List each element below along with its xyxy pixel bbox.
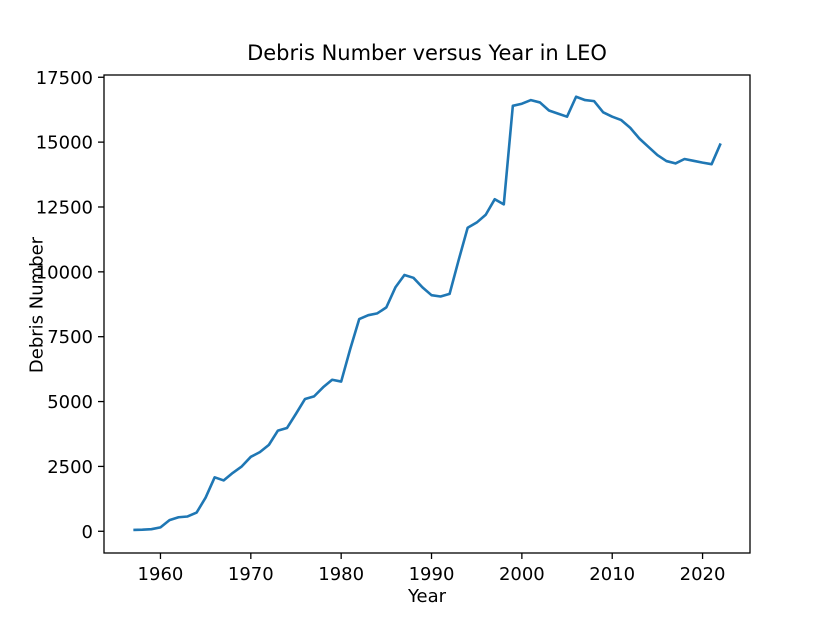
x-tick-label: 1960	[138, 564, 184, 585]
debris-data-line	[133, 95, 722, 532]
axes-frame	[103, 74, 751, 554]
y-tick-label: 7500	[47, 327, 93, 348]
y-tick-label: 0	[82, 522, 93, 543]
x-tick-label: 2020	[680, 564, 726, 585]
chart-title: Debris Number versus Year in LEO	[247, 41, 607, 65]
y-tick-label: 5000	[47, 392, 93, 413]
y-tick-label: 12500	[36, 197, 93, 218]
y-tick-label: 2500	[47, 457, 93, 478]
x-axis-label: Year	[407, 586, 447, 607]
y-tick-label: 10000	[36, 262, 93, 283]
x-tick-label: 2000	[499, 564, 545, 585]
y-axis-label: Debris Number	[26, 236, 48, 374]
y-tick-label: 15000	[36, 133, 93, 154]
x-tick-label: 1990	[409, 564, 455, 585]
x-tick-label: 1980	[318, 564, 364, 585]
x-tick-label: 2010	[589, 564, 635, 585]
y-tick-label: 17500	[36, 68, 93, 89]
x-tick-label: 1970	[228, 564, 274, 585]
